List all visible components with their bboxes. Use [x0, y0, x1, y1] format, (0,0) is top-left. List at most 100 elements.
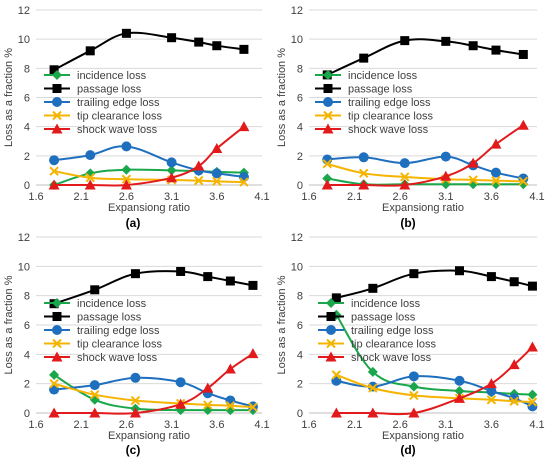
data-point — [454, 386, 465, 396]
series-passage-loss — [49, 28, 249, 75]
data-point — [486, 272, 496, 282]
y-tick-label: 6 — [24, 93, 30, 105]
x-tick-label: 3.1 — [164, 191, 179, 203]
series-tip-clearance-loss — [49, 378, 258, 412]
data-point — [322, 173, 333, 184]
data-point — [527, 281, 537, 291]
legend-marker — [323, 70, 333, 80]
data-point — [238, 121, 250, 132]
data-point — [491, 45, 501, 55]
y-tick-label: 8 — [297, 291, 303, 303]
legend-marker — [323, 84, 333, 93]
data-point — [527, 389, 538, 400]
x-tick-label: 3.1 — [164, 419, 179, 431]
y-tick-label: 2 — [24, 151, 30, 163]
data-point — [212, 41, 222, 51]
x-tick-label: 4.1 — [254, 419, 269, 431]
y-tick-label: 2 — [24, 379, 30, 391]
data-point — [408, 381, 419, 392]
legend-label: incidence loss — [351, 298, 421, 310]
data-point — [527, 397, 538, 407]
y-tick-label: 4 — [297, 349, 303, 361]
data-point — [486, 386, 497, 396]
data-point — [454, 375, 465, 386]
data-point — [453, 392, 465, 403]
data-point — [48, 407, 60, 418]
data-point — [526, 341, 538, 352]
data-point — [130, 395, 141, 406]
y-axis-title: Loss as a fraction % — [276, 48, 288, 147]
y-tick-label: 10 — [18, 261, 30, 273]
data-point — [129, 407, 141, 418]
data-point — [468, 175, 478, 185]
chart-panel-1: 0 2 4 6 8 10 12 1.6 2.1 2.6 3.1 3.6 4.1 Expansiong ra… — [3, 5, 270, 230]
data-point — [486, 395, 497, 405]
data-point — [48, 179, 60, 190]
data-point — [84, 179, 96, 190]
data-point — [89, 407, 101, 418]
series-trailing-edge-loss — [322, 151, 529, 184]
data-point — [203, 400, 213, 410]
x-tick-label: 2.6 — [119, 191, 134, 203]
data-point — [239, 44, 249, 54]
y-tick-label: 4 — [24, 349, 30, 361]
legend-label: tip clearance loss — [77, 339, 162, 351]
legend-marker — [52, 338, 62, 349]
data-point — [239, 177, 249, 187]
data-point — [203, 272, 213, 282]
data-point — [359, 53, 369, 63]
data-point — [90, 389, 100, 400]
legend-marker — [325, 351, 337, 362]
y-tick-label: 12 — [291, 232, 303, 244]
y-tick-label: 0 — [297, 408, 303, 420]
data-point — [490, 138, 502, 149]
data-point — [490, 167, 501, 178]
data-point — [454, 266, 464, 276]
data-point — [121, 28, 131, 38]
legend-label: passage loss — [348, 84, 413, 96]
x-axis-title: Expansiong ratio — [108, 202, 190, 214]
y-tick-label: 8 — [24, 63, 30, 75]
data-point — [467, 157, 479, 168]
chart-panel-2: 0 2 4 6 8 10 12 1.6 2.1 2.6 3.1 3.6 4.1 Expansiong ra… — [276, 5, 545, 230]
legend-label: tip clearance loss — [77, 111, 162, 123]
y-tick-label: 10 — [18, 34, 30, 46]
data-point — [175, 398, 187, 409]
data-point — [85, 150, 96, 161]
y-tick-label: 6 — [24, 320, 30, 332]
legend-marker — [326, 312, 336, 321]
series-shock-wave-loss — [321, 119, 529, 190]
data-point — [121, 141, 132, 152]
x-tick-label: 3.6 — [484, 419, 499, 431]
y-tick-label: 4 — [24, 122, 30, 134]
data-point — [49, 155, 60, 166]
data-point — [121, 174, 132, 184]
data-point — [408, 407, 420, 418]
y-tick-label: 0 — [24, 408, 30, 420]
data-point — [440, 170, 452, 181]
data-point — [49, 369, 60, 380]
series-line — [336, 375, 533, 408]
data-point — [193, 160, 205, 171]
data-point — [238, 171, 249, 182]
data-point — [508, 359, 520, 370]
legend-label: incidence loss — [348, 70, 418, 82]
y-tick-label: 10 — [291, 34, 303, 46]
data-point — [49, 166, 59, 176]
y-tick-label: 6 — [297, 320, 303, 332]
data-point — [509, 277, 519, 287]
x-tick-label: 2.1 — [74, 419, 89, 431]
data-point — [90, 285, 100, 295]
legend-label: shock wave loss — [351, 352, 432, 364]
panel-caption: (d) — [400, 443, 415, 457]
data-point — [202, 382, 214, 393]
data-point — [166, 172, 178, 183]
legend-label: passage loss — [77, 312, 142, 324]
data-point — [49, 378, 59, 389]
legend-label: shock wave loss — [77, 352, 158, 364]
y-tick-label: 8 — [24, 291, 30, 303]
data-point — [166, 165, 177, 176]
legend-label: tip clearance loss — [351, 339, 436, 351]
